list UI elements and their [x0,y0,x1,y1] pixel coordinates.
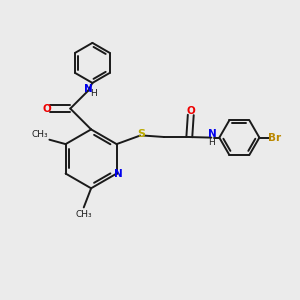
Text: S: S [137,129,145,140]
Text: N: N [208,129,216,139]
Text: Br: Br [268,133,281,142]
Text: N: N [114,169,122,179]
Text: CH₃: CH₃ [32,130,49,139]
Text: O: O [186,106,195,116]
Text: CH₃: CH₃ [75,210,92,219]
Text: H: H [208,137,215,146]
Text: H: H [91,89,97,98]
Text: N: N [84,83,92,94]
Text: O: O [43,103,52,114]
